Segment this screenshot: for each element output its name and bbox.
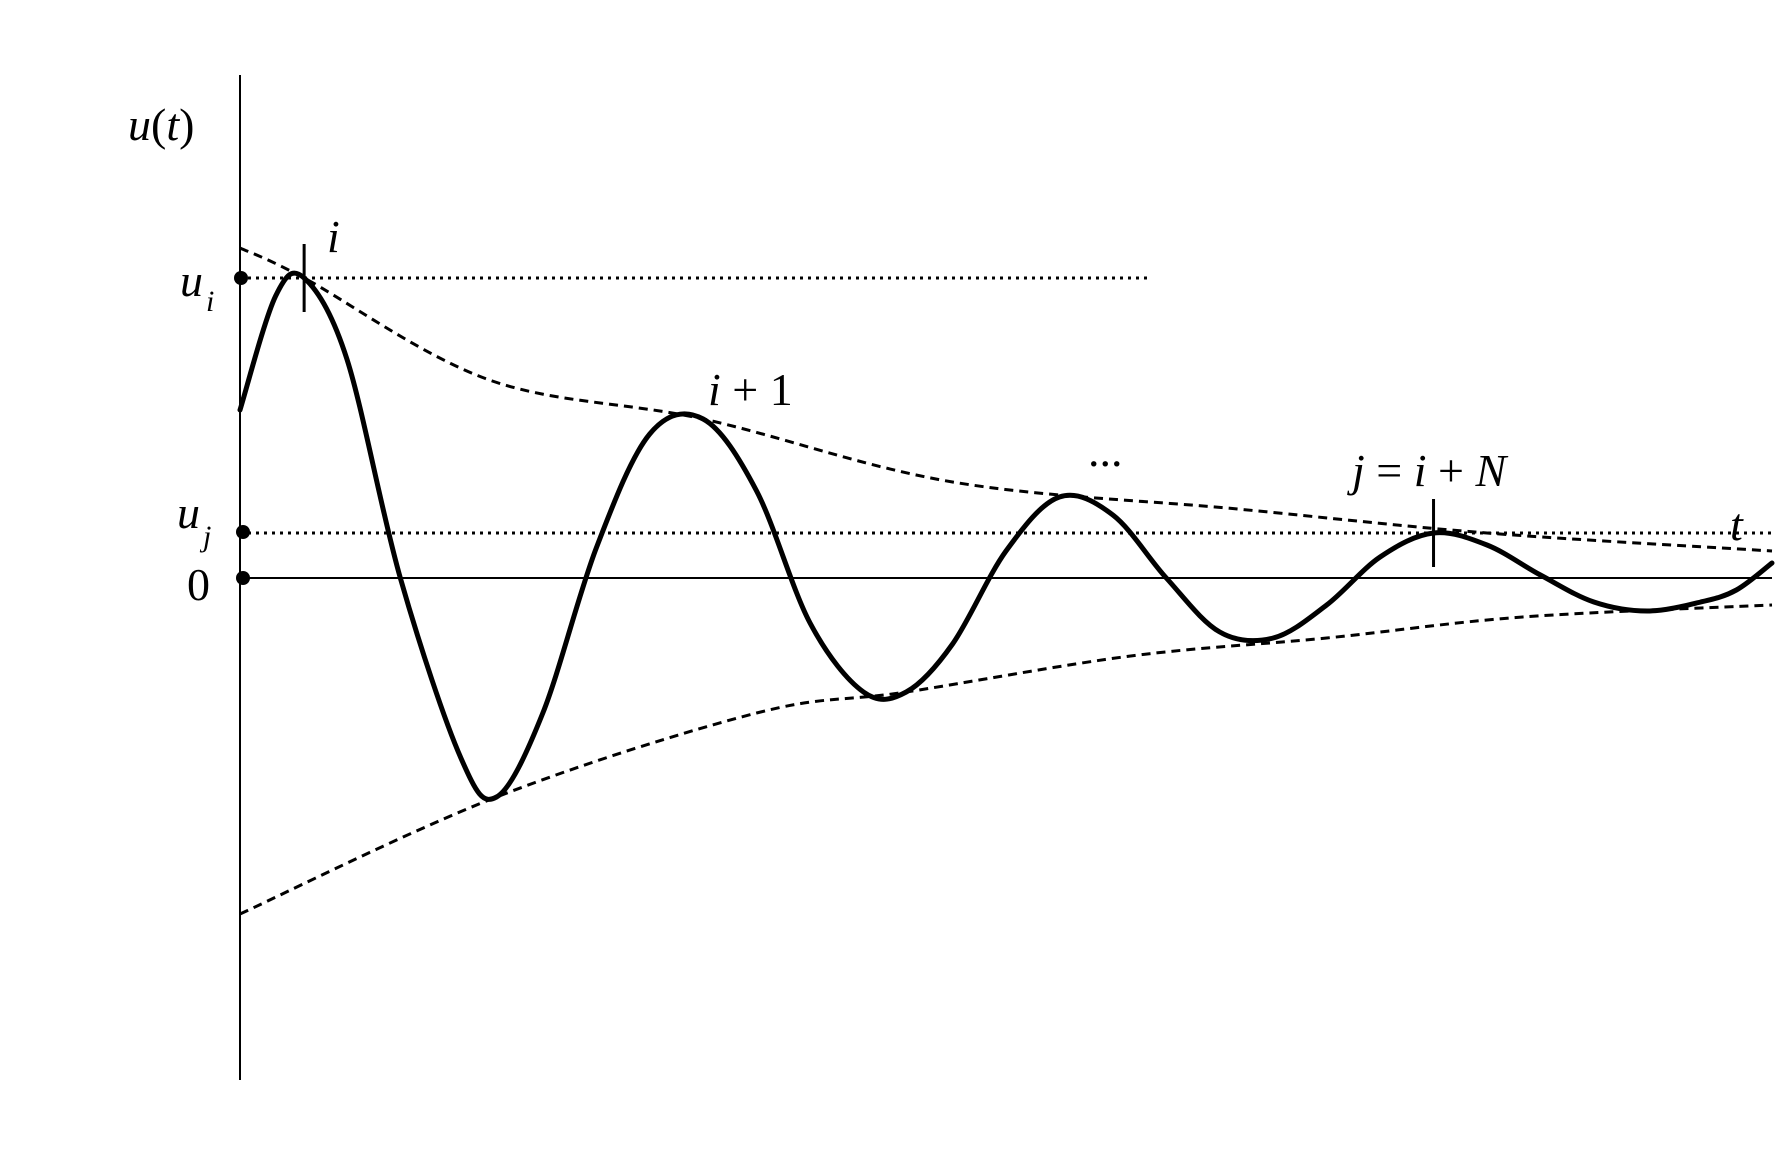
peak-label-i: i bbox=[327, 211, 340, 262]
series-lower-envelope bbox=[239, 603, 1773, 916]
y-tick-uj: u j bbox=[177, 487, 211, 553]
y-tick-ui-dot bbox=[234, 271, 248, 285]
series-damped-oscillation bbox=[237, 270, 1775, 802]
y-tick-ui-base: u bbox=[180, 255, 203, 306]
y-tick-uj-base: u bbox=[177, 487, 200, 538]
y-tick-ui-sub: i bbox=[206, 285, 214, 318]
y-tick-ui: u i bbox=[180, 255, 214, 318]
series-upper-envelope bbox=[239, 246, 1773, 553]
y-tick-uj-sub: j bbox=[199, 520, 211, 553]
y-axis-label: u(t) bbox=[128, 99, 194, 150]
x-axis-label: t bbox=[1730, 499, 1744, 550]
y-tick-uj-dot bbox=[236, 525, 250, 539]
peak-label-i-plus-1: i + 1 bbox=[708, 364, 793, 415]
peak-label-ellipsis: ... bbox=[1088, 425, 1123, 476]
y-tick-zero: 0 bbox=[187, 559, 210, 610]
y-tick-zero-dot bbox=[236, 571, 250, 585]
chart-marks bbox=[237, 244, 1775, 916]
peak-label-j: j = i + N bbox=[1347, 445, 1508, 496]
